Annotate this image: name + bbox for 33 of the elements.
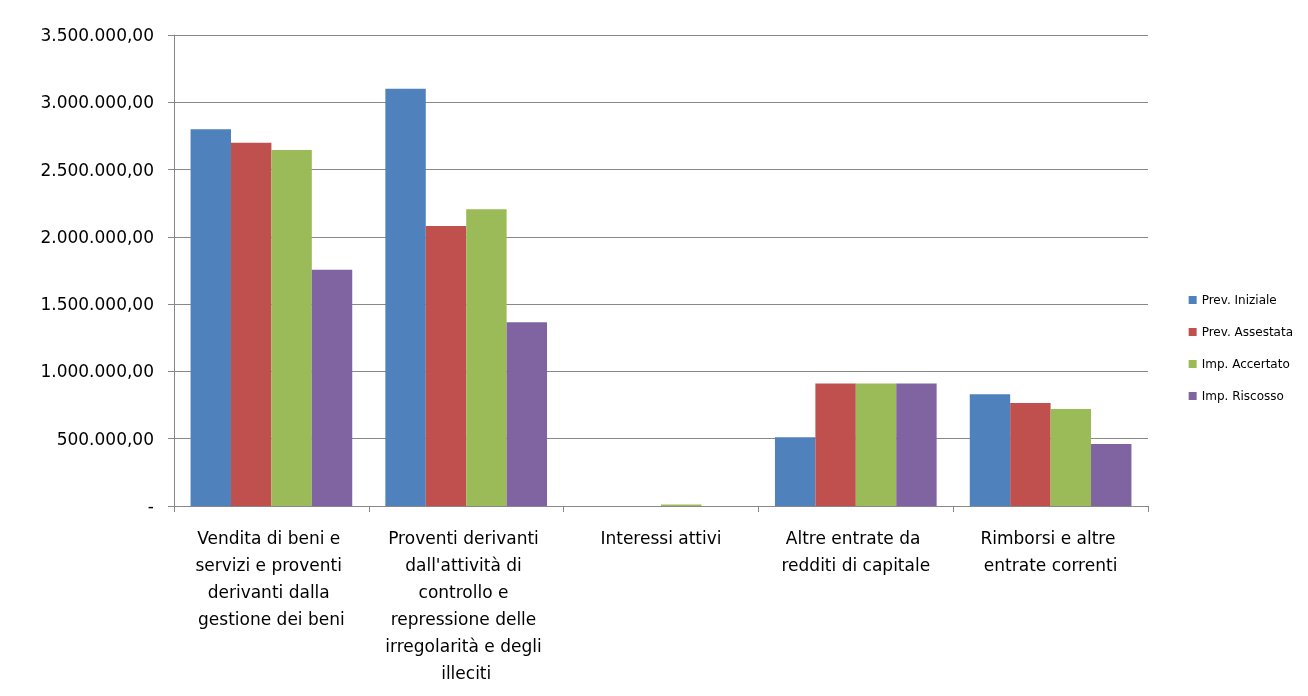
y-tick-label: 500.000,00 xyxy=(56,428,154,449)
bar xyxy=(1091,444,1132,506)
bar xyxy=(385,88,426,506)
legend-label: Imp. Accertato xyxy=(1201,357,1290,371)
bar xyxy=(230,142,272,506)
x-tick-label: Interessi attivi xyxy=(600,527,722,548)
y-tick-label: 3.000.000,00 xyxy=(40,92,154,113)
y-tick-label: 3.500.000,00 xyxy=(40,25,154,45)
bar xyxy=(855,383,897,506)
bar xyxy=(190,129,231,506)
y-tick-label: - xyxy=(147,496,154,516)
bar xyxy=(1010,403,1051,506)
bar xyxy=(425,226,467,506)
x-tick-label: Vendita di beni e servizi e proventi derivanti dalla gestione dei beni xyxy=(195,527,348,629)
legend-label: Imp. Riscosso xyxy=(1201,389,1284,403)
y-tick-label: 2.500.000,00 xyxy=(40,159,154,180)
x-tick-label: Proventi derivanti dall'attività di controllo e repressione delle irregolarità e degli illeciti xyxy=(385,527,548,683)
bar xyxy=(774,437,816,506)
bar xyxy=(896,383,937,506)
legend-label: Prev. Iniziale xyxy=(1201,293,1277,307)
y-tick-label: 1.000.000,00 xyxy=(40,361,154,382)
legend-label: Prev. Assestata xyxy=(1201,325,1293,339)
bar xyxy=(466,209,507,506)
y-tick-label: 1.500.000,00 xyxy=(40,294,154,315)
x-tick-label: Rimborsi e altre entrate correnti xyxy=(980,527,1121,575)
bar xyxy=(311,269,353,506)
bar xyxy=(969,394,1011,506)
y-tick-label: 2.000.000,00 xyxy=(40,226,154,247)
bar xyxy=(815,383,856,506)
bar xyxy=(1050,409,1092,506)
x-tick-label: Altre entrate da redditi di capitale xyxy=(781,527,931,575)
bar xyxy=(506,322,548,506)
bar xyxy=(271,150,312,506)
